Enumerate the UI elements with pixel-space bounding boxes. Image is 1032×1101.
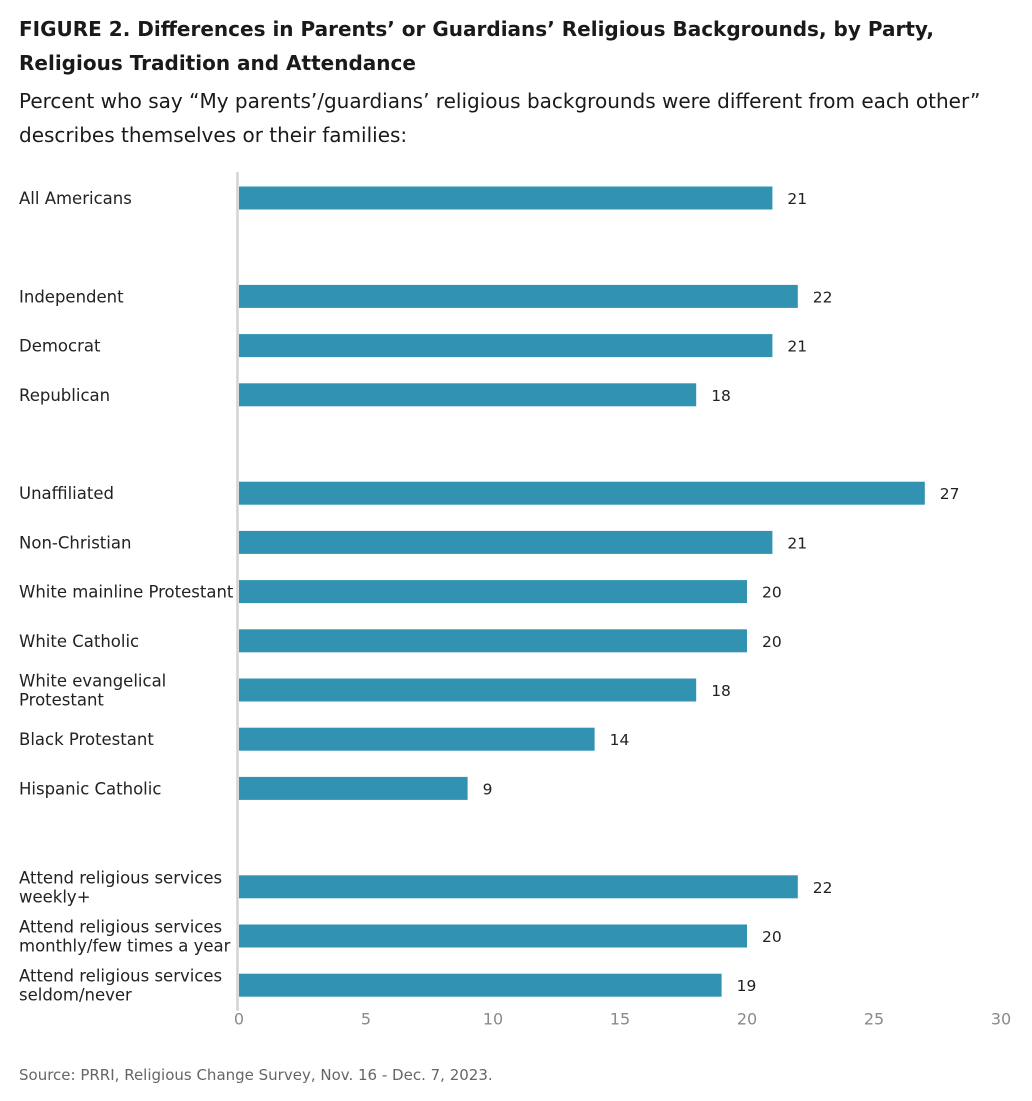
bar xyxy=(239,383,697,407)
category-label-line: White Catholic xyxy=(19,632,139,651)
bar xyxy=(239,186,773,210)
category-label-line: Democrat xyxy=(19,337,101,356)
category-label: White mainline Protestant xyxy=(19,583,234,602)
bar-chart: All Americans 21 Independent 22 Democrat 21 Re… xyxy=(19,172,1011,1029)
data-label: 19 xyxy=(737,977,757,995)
bar xyxy=(239,284,798,308)
category-label: Black Protestant xyxy=(19,730,154,749)
category-label-line: Protestant xyxy=(19,691,104,710)
category-label-line: Unaffiliated xyxy=(19,484,114,503)
category-label: White Catholic xyxy=(19,632,139,651)
data-label: 20 xyxy=(762,633,782,651)
category-label-line: All Americans xyxy=(19,189,132,208)
category-label: Attend religious services monthly/few tim… xyxy=(19,918,231,956)
bar xyxy=(239,678,697,702)
category-label-line: Attend religious services xyxy=(19,967,222,986)
bar xyxy=(239,776,468,800)
data-label: 21 xyxy=(787,534,807,552)
bar xyxy=(239,580,747,604)
bar xyxy=(239,973,722,997)
x-tick-label: 30 xyxy=(991,1010,1011,1029)
category-label: Attend religious services weekly+ xyxy=(19,868,222,906)
category-label-line: weekly+ xyxy=(19,887,91,906)
bar xyxy=(239,875,798,899)
bar xyxy=(239,481,925,505)
bar xyxy=(239,530,773,554)
category-label: Democrat xyxy=(19,337,101,356)
chart-subtitle: Percent who say “My parents’/guardians’ … xyxy=(19,89,981,147)
category-label-line: monthly/few times a year xyxy=(19,937,231,956)
bar xyxy=(239,629,747,653)
category-label-line: White evangelical xyxy=(19,672,166,691)
category-label-line: Independent xyxy=(19,287,124,306)
bar xyxy=(239,727,595,751)
data-label: 20 xyxy=(762,584,782,602)
chart-title: FIGURE 2. Differences in Parents’ or Gua… xyxy=(19,17,934,75)
data-label: 18 xyxy=(711,682,731,700)
data-label: 9 xyxy=(483,780,493,798)
x-tick-label: 5 xyxy=(361,1010,371,1029)
category-label-line: Non-Christian xyxy=(19,533,131,552)
x-tick-label: 15 xyxy=(610,1010,630,1029)
category-label: Attend religious services seldom/never xyxy=(19,967,222,1005)
data-label: 20 xyxy=(762,928,782,946)
category-label: Unaffiliated xyxy=(19,484,114,503)
category-label-line: Black Protestant xyxy=(19,730,154,749)
category-label: Republican xyxy=(19,386,110,405)
x-tick-label: 25 xyxy=(864,1010,884,1029)
data-label: 18 xyxy=(711,387,731,405)
category-label-line: Attend religious services xyxy=(19,868,222,887)
data-label: 21 xyxy=(787,338,807,356)
category-label-line: Hispanic Catholic xyxy=(19,779,161,798)
category-label-line: White mainline Protestant xyxy=(19,583,234,602)
category-label: All Americans xyxy=(19,189,132,208)
category-label: Independent xyxy=(19,287,124,306)
category-label: Hispanic Catholic xyxy=(19,779,161,798)
data-label: 21 xyxy=(787,190,807,208)
x-tick-label: 10 xyxy=(483,1010,503,1029)
x-tick-label: 0 xyxy=(234,1010,244,1029)
bar xyxy=(239,334,773,358)
data-label: 14 xyxy=(610,731,630,749)
category-label-line: Republican xyxy=(19,386,110,405)
data-label: 22 xyxy=(813,879,833,897)
x-tick-label: 20 xyxy=(737,1010,757,1029)
source-note: Source: PRRI, Religious Change Survey, N… xyxy=(19,1066,493,1084)
data-label: 27 xyxy=(940,485,960,503)
bar xyxy=(239,924,747,948)
category-label-line: Attend religious services xyxy=(19,918,222,937)
category-label-line: seldom/never xyxy=(19,986,132,1005)
category-label: Non-Christian xyxy=(19,533,131,552)
data-label: 22 xyxy=(813,288,833,306)
category-label: White evangelical Protestant xyxy=(19,672,166,710)
